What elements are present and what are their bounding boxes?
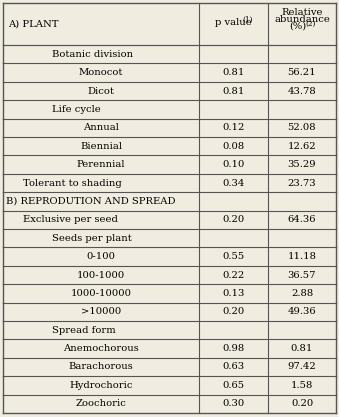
Text: 0.10: 0.10 bbox=[222, 160, 245, 169]
Text: Monocot: Monocot bbox=[79, 68, 123, 77]
Text: 2.88: 2.88 bbox=[291, 289, 313, 298]
Text: 0.20: 0.20 bbox=[222, 307, 245, 317]
Text: >10000: >10000 bbox=[81, 307, 121, 317]
Text: 0.12: 0.12 bbox=[222, 123, 245, 132]
Text: 49.36: 49.36 bbox=[288, 307, 316, 317]
Text: 0.65: 0.65 bbox=[222, 381, 244, 390]
Text: p value: p value bbox=[215, 18, 252, 27]
Text: Life cycle: Life cycle bbox=[52, 105, 101, 114]
Text: 1000-10000: 1000-10000 bbox=[71, 289, 132, 298]
Text: (%): (%) bbox=[290, 22, 306, 30]
Text: 0.30: 0.30 bbox=[222, 399, 245, 408]
Text: 1.58: 1.58 bbox=[291, 381, 313, 390]
Text: Hydrochoric: Hydrochoric bbox=[69, 381, 133, 390]
Text: Relative: Relative bbox=[281, 8, 323, 17]
Bar bbox=[3, 3, 336, 45]
Text: 56.21: 56.21 bbox=[288, 68, 316, 77]
Text: 64.36: 64.36 bbox=[288, 215, 316, 224]
Text: 0.81: 0.81 bbox=[222, 68, 245, 77]
Text: 23.73: 23.73 bbox=[288, 178, 316, 188]
Text: 0.81: 0.81 bbox=[222, 86, 245, 95]
Text: 52.08: 52.08 bbox=[288, 123, 316, 132]
Text: Exclusive per seed: Exclusive per seed bbox=[23, 215, 118, 224]
Text: Spread form: Spread form bbox=[52, 326, 116, 335]
Text: 100-1000: 100-1000 bbox=[77, 271, 125, 279]
Text: 0.55: 0.55 bbox=[222, 252, 245, 261]
Text: 0.08: 0.08 bbox=[222, 142, 245, 151]
Text: Annual: Annual bbox=[83, 123, 119, 132]
Text: (2): (2) bbox=[306, 20, 316, 28]
Text: Zoochoric: Zoochoric bbox=[76, 399, 126, 408]
Text: 0.20: 0.20 bbox=[222, 215, 245, 224]
Text: Botanic division: Botanic division bbox=[52, 50, 133, 59]
Text: 97.42: 97.42 bbox=[287, 362, 316, 372]
Text: B) REPRODUTION AND SPREAD: B) REPRODUTION AND SPREAD bbox=[6, 197, 176, 206]
Text: 0.22: 0.22 bbox=[222, 271, 245, 279]
Text: 35.29: 35.29 bbox=[288, 160, 316, 169]
Text: Anemochorous: Anemochorous bbox=[63, 344, 139, 353]
Text: Barachorous: Barachorous bbox=[68, 362, 133, 372]
Text: 0.63: 0.63 bbox=[222, 362, 244, 372]
Text: (1): (1) bbox=[242, 16, 253, 24]
Text: Tolerant to shading: Tolerant to shading bbox=[23, 178, 121, 188]
Text: 12.62: 12.62 bbox=[288, 142, 316, 151]
Text: Biennial: Biennial bbox=[80, 142, 122, 151]
Text: 0.20: 0.20 bbox=[291, 399, 313, 408]
Text: Perennial: Perennial bbox=[77, 160, 125, 169]
Text: 0.13: 0.13 bbox=[222, 289, 245, 298]
Text: A) PLANT: A) PLANT bbox=[8, 20, 59, 28]
Text: 11.18: 11.18 bbox=[287, 252, 317, 261]
Text: 0.81: 0.81 bbox=[291, 344, 313, 353]
Text: Dicot: Dicot bbox=[87, 86, 115, 95]
Text: 0.34: 0.34 bbox=[222, 178, 245, 188]
Text: 36.57: 36.57 bbox=[288, 271, 316, 279]
Text: 0.98: 0.98 bbox=[222, 344, 245, 353]
Text: 43.78: 43.78 bbox=[287, 86, 316, 95]
Text: abundance: abundance bbox=[274, 15, 330, 23]
Text: Seeds per plant: Seeds per plant bbox=[52, 234, 132, 243]
Text: 0-100: 0-100 bbox=[86, 252, 116, 261]
